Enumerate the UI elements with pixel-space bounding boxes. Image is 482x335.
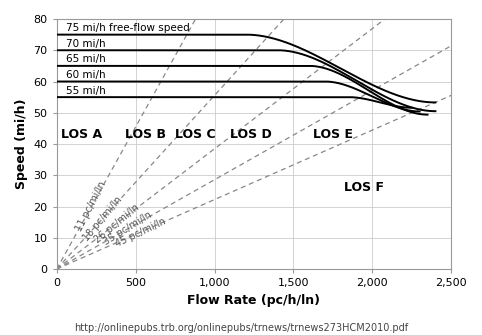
Text: 75 mi/h free-flow speed: 75 mi/h free-flow speed — [66, 23, 190, 33]
Text: LOS A: LOS A — [61, 128, 102, 141]
Text: 45 pc/mi/ln: 45 pc/mi/ln — [113, 216, 167, 249]
Text: LOS C: LOS C — [175, 128, 216, 141]
Text: http://onlinepubs.trb.org/onlinepubs/trnews/trnews273HCM2010.pdf: http://onlinepubs.trb.org/onlinepubs/trn… — [74, 323, 408, 333]
Text: 60 mi/h: 60 mi/h — [66, 70, 106, 80]
Text: 35 pc/mi/ln: 35 pc/mi/ln — [102, 210, 154, 247]
Text: 65 mi/h: 65 mi/h — [66, 54, 106, 64]
Text: LOS F: LOS F — [345, 181, 385, 194]
Text: 55 mi/h: 55 mi/h — [66, 85, 106, 95]
X-axis label: Flow Rate (pc/h/ln): Flow Rate (pc/h/ln) — [187, 293, 321, 307]
Text: 18 pc/mi/ln: 18 pc/mi/ln — [81, 195, 124, 243]
Text: 11 pc/mi/ln: 11 pc/mi/ln — [75, 180, 108, 233]
Text: 26 pc/mi/ln: 26 pc/mi/ln — [93, 202, 141, 245]
Text: LOS D: LOS D — [230, 128, 272, 141]
Text: 70 mi/h: 70 mi/h — [66, 39, 106, 49]
Y-axis label: Speed (mi/h): Speed (mi/h) — [15, 99, 28, 189]
Text: LOS B: LOS B — [124, 128, 166, 141]
Text: LOS E: LOS E — [313, 128, 353, 141]
